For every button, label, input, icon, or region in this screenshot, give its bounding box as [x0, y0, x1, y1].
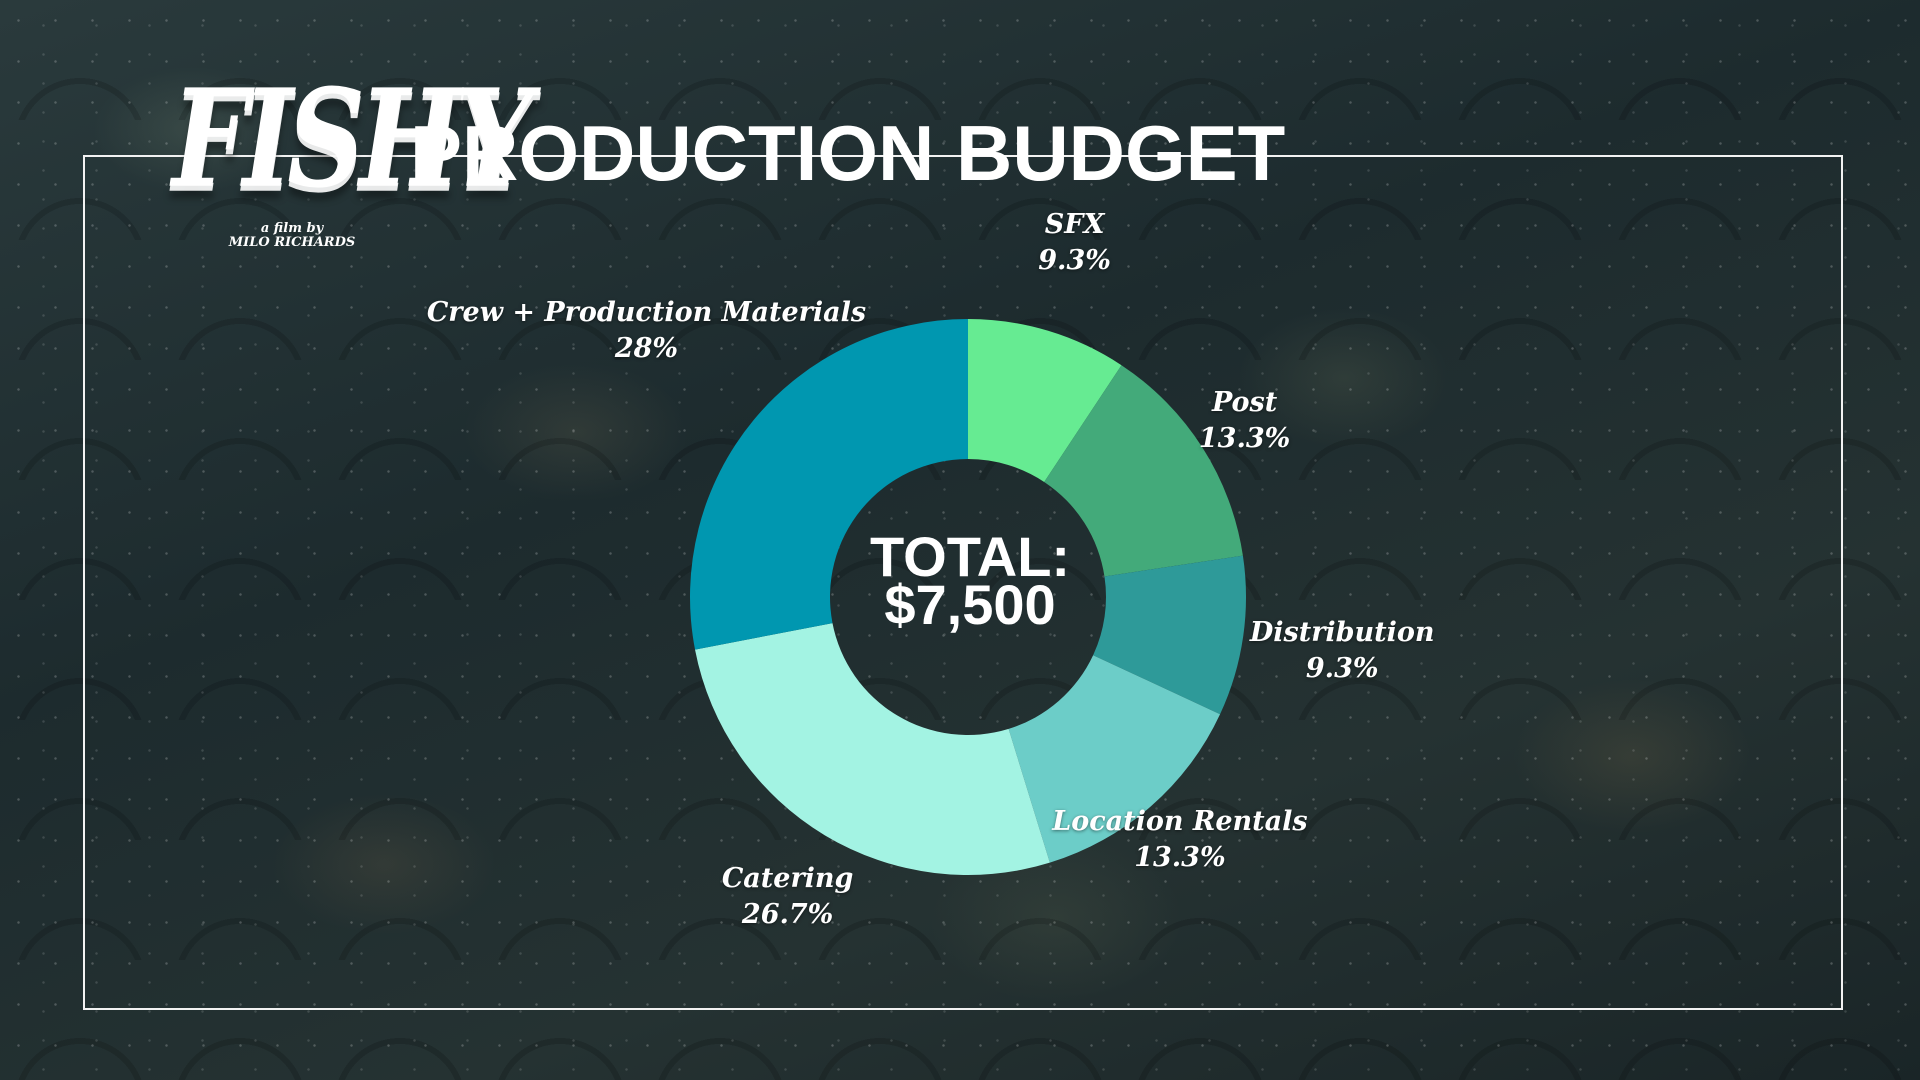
slice-label-value: 9.3% [1038, 244, 1111, 276]
slice-label-crew-production-materials: Crew + Production Materials 28% [427, 295, 866, 367]
slice-label-name: Crew + Production Materials [426, 297, 867, 329]
logo-subtitle: a film by MILO RICHARDS [212, 222, 372, 250]
logo-subtitle-line2: MILO RICHARDS [228, 235, 356, 250]
donut-slice-post [1044, 365, 1243, 577]
donut-slice-location-rentals [1008, 655, 1221, 863]
border-frame [83, 155, 1843, 1010]
donut-slice-distribution [1093, 555, 1246, 715]
slice-label-distribution: Distribution 9.3% [1250, 615, 1435, 687]
center-total-label: TOTAL: [869, 525, 1071, 588]
slice-label-value: 26.7% [741, 899, 834, 931]
slice-label-name: Location Rentals [1052, 806, 1308, 838]
slice-label-value: 28% [614, 333, 679, 365]
slice-label-post: Post 13.3% [1199, 385, 1290, 457]
donut-slice-crew-production-materials [690, 319, 968, 650]
center-total: TOTAL: $7,500 [869, 525, 1071, 636]
slice-label-catering: Catering 26.7% [722, 861, 854, 933]
slice-label-name: Distribution [1249, 616, 1435, 648]
slice-label-location-rentals: Location Rentals 13.3% [1052, 804, 1307, 876]
slice-label-value: 13.3% [1134, 842, 1226, 874]
slice-label-value: 9.3% [1305, 652, 1379, 684]
center-total-value: $7,500 [884, 573, 1056, 636]
slice-label-name: Post [1211, 386, 1278, 418]
logo-subtitle-line1: a film by [260, 221, 324, 236]
slice-label-name: SFX [1044, 208, 1105, 240]
slice-label-sfx: SFX 9.3% [1038, 207, 1111, 279]
donut-slice-sfx [968, 319, 1122, 482]
slice-label-value: 13.3% [1198, 422, 1291, 454]
slice-label-name: Catering [721, 863, 854, 895]
page-title: PRODUCTION BUDGET [410, 109, 1286, 197]
donut-slice-catering [695, 623, 1050, 875]
